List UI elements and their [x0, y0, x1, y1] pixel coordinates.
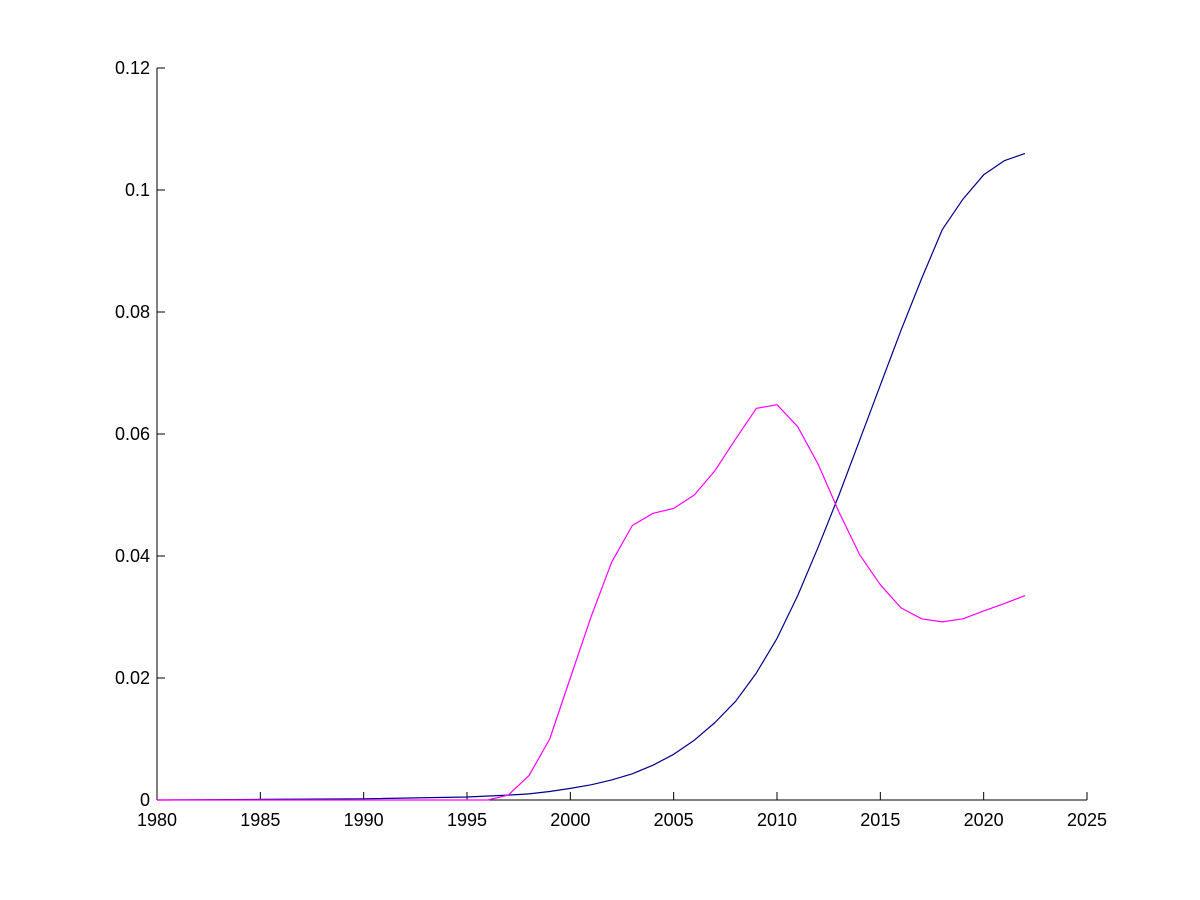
y-tick-label: 0.08 [115, 302, 150, 322]
x-tick-label: 2025 [1067, 810, 1107, 830]
x-tick-label: 2000 [550, 810, 590, 830]
x-tick-label: 2015 [860, 810, 900, 830]
y-tick-label: 0.1 [125, 180, 150, 200]
x-tick-label: 2005 [654, 810, 694, 830]
y-tick-label: 0.04 [115, 546, 150, 566]
x-tick-label: 1985 [240, 810, 280, 830]
x-tick-label: 2010 [757, 810, 797, 830]
x-tick-label: 1980 [137, 810, 177, 830]
axes: 1980 1985 1990 1995 2000 2005 2010 2015 2020 2025… [115, 58, 1107, 830]
y-tick-label: 0.06 [115, 424, 150, 444]
series-line-2 [157, 404, 1026, 801]
series-line-1 [156, 152, 1026, 801]
y-tick-label: 0.02 [115, 668, 150, 688]
x-tick-label: 1995 [447, 810, 487, 830]
series-layer [156, 152, 1026, 801]
x-tick-label: 1990 [344, 810, 384, 830]
y-tick-label: 0.12 [115, 58, 150, 78]
x-tick-label: 2020 [964, 810, 1004, 830]
y-tick-label: 0 [140, 790, 150, 810]
